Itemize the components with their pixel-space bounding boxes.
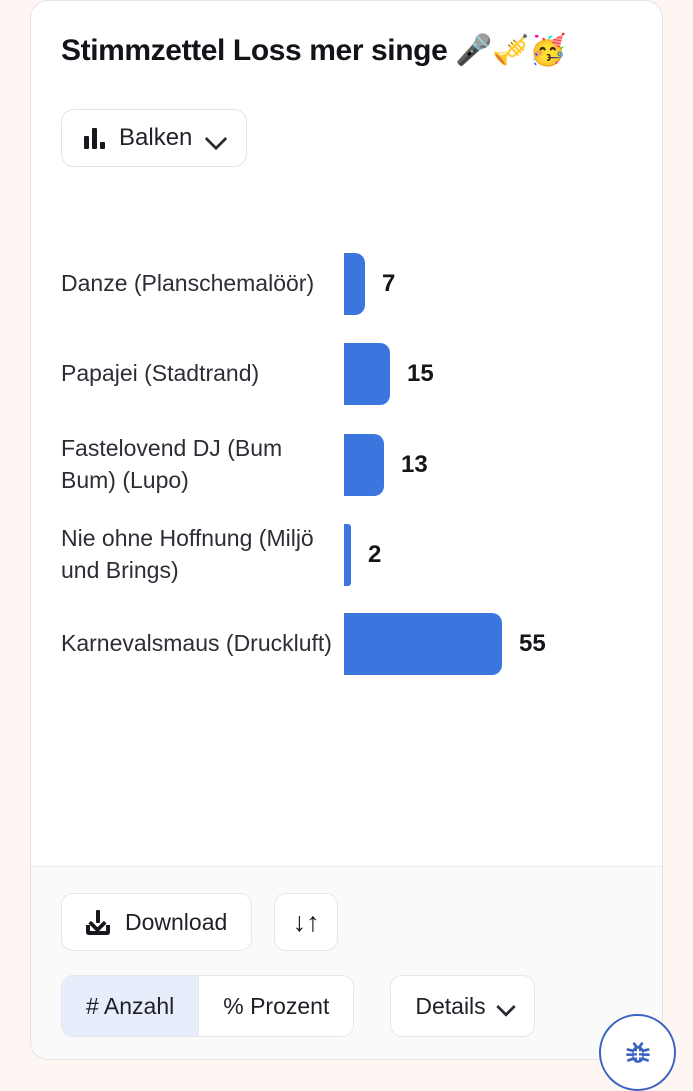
bar-category-label: Fastelovend DJ (Bum Bum) (Lupo) [61,434,283,493]
download-icon [86,909,110,935]
bar-rect [344,523,351,586]
sort-button[interactable]: ↓↑ [274,893,339,951]
details-button[interactable]: Details [390,975,535,1037]
bar-category-label: Nie ohne Hoffnung (Miljö und Brings) [61,524,314,583]
chart-type-row: Balken [61,108,632,167]
chart-row[interactable]: Nie ohne Hoffnung (Miljö und Brings) 2 [61,523,632,586]
bug-icon [625,1041,650,1063]
bar-chart-icon [84,127,105,149]
bar-rect [344,433,384,496]
segment-anzahl[interactable]: # Anzahl [62,976,199,1036]
bar-value-label: 55 [519,629,546,657]
bar-category-label: Papajei (Stadtrand) [61,360,260,387]
download-label: Download [125,908,228,935]
bar-value-label: 15 [407,359,434,387]
chevron-down-icon [498,998,514,1014]
card-body: Stimmzettel Loss mer singe 🎤🎺🥳 Balken Da… [31,1,662,735]
bar-track: 2 [344,523,632,586]
chevron-down-icon [206,128,226,148]
bar-track: 15 [344,342,632,405]
page-title: Stimmzettel Loss mer singe 🎤🎺🥳 [61,34,567,67]
bar-category-label: Danze (Planschemalöör) [61,270,315,297]
bar-value-label: 2 [368,540,382,568]
bar-value-label: 13 [401,450,428,478]
chart-type-select[interactable]: Balken [61,108,248,167]
value-mode-segmented-control: # Anzahl % Prozent [61,975,355,1037]
bar-value-label: 7 [382,269,396,297]
chart-row[interactable]: Papajei (Stadtrand) 15 [61,342,632,405]
footer-actions-row: Download ↓↑ [61,893,632,951]
sort-arrows-icon: ↓↑ [292,906,320,937]
bug-report-button[interactable] [599,1014,676,1091]
bar-track: 7 [344,252,632,315]
chart-row[interactable]: Karnevalsmaus (Druckluft) 55 [61,612,632,675]
card-footer: Download ↓↑ # Anzahl % Prozent Details [31,866,676,1091]
footer-modes-row: # Anzahl % Prozent Details [61,975,632,1037]
bar-rect [344,252,365,315]
bar-rect [344,612,502,675]
bar-rect [344,342,390,405]
bar-chart: Danze (Planschemalöör) 7 Papajei (Stadtr… [61,245,632,735]
bar-track: 55 [344,612,632,675]
download-button[interactable]: Download [61,893,253,951]
chart-type-label: Balken [119,123,193,151]
details-label: Details [415,992,486,1019]
chart-row[interactable]: Fastelovend DJ (Bum Bum) (Lupo) 13 [61,433,632,496]
bar-category-label: Karnevalsmaus (Druckluft) [61,630,332,657]
segment-prozent[interactable]: % Prozent [198,976,354,1036]
bar-track: 13 [344,433,632,496]
chart-row[interactable]: Danze (Planschemalöör) 7 [61,252,632,315]
poll-result-card: Stimmzettel Loss mer singe 🎤🎺🥳 Balken Da… [30,0,676,1091]
